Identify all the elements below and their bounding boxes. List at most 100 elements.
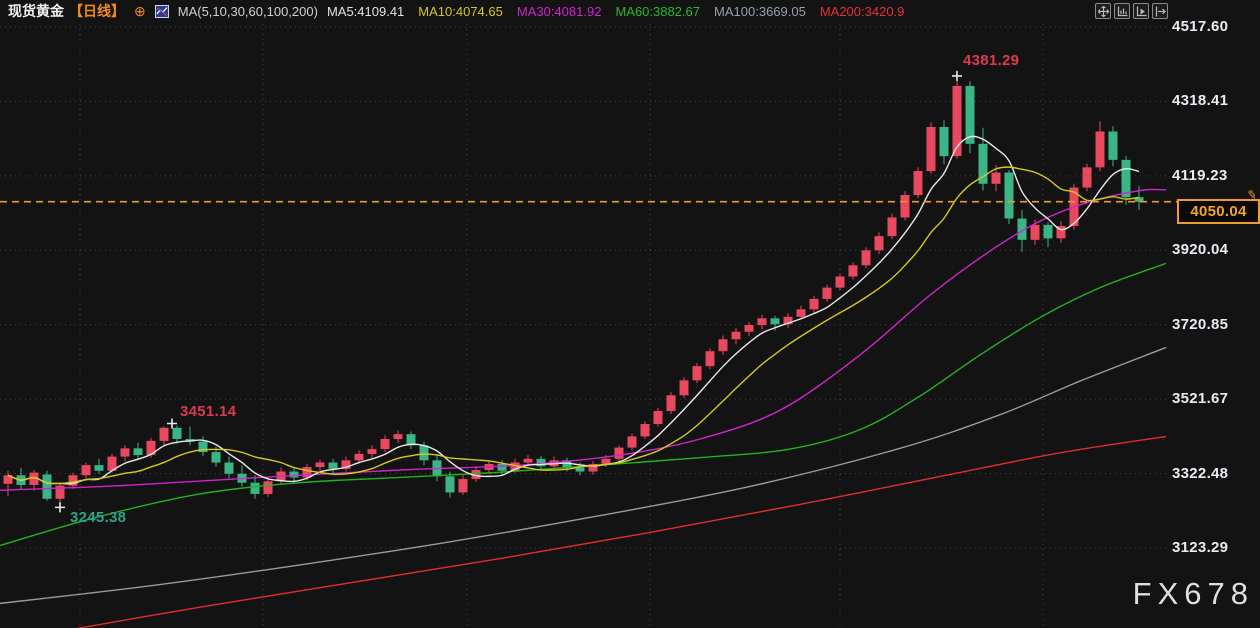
candle — [601, 458, 611, 465]
candle — [302, 467, 312, 478]
candle — [393, 434, 403, 439]
candle — [848, 265, 858, 277]
candle — [510, 462, 520, 471]
exit-right-icon[interactable] — [1152, 3, 1168, 19]
candle — [1004, 172, 1014, 219]
candle — [497, 464, 507, 471]
candle — [692, 366, 702, 381]
chart-type-icon[interactable] — [154, 4, 169, 18]
candle — [471, 470, 481, 479]
candle — [939, 126, 949, 157]
candle — [783, 316, 793, 325]
candle — [29, 472, 39, 485]
candle — [1121, 159, 1131, 198]
candle — [822, 287, 832, 299]
candle — [315, 462, 325, 468]
candle — [107, 456, 117, 471]
candle — [1095, 131, 1105, 168]
extreme-cross-marker — [952, 70, 962, 81]
candle — [159, 427, 169, 441]
candle — [809, 298, 819, 310]
candle — [991, 172, 1001, 184]
candle — [588, 464, 598, 472]
candle — [146, 440, 156, 456]
candle — [354, 453, 364, 461]
candle — [120, 448, 130, 457]
candle — [380, 438, 390, 450]
candle — [250, 482, 260, 494]
candle — [81, 465, 91, 476]
candle — [445, 476, 455, 493]
ma-legend-item: MA60:3882.67 — [615, 3, 701, 19]
ma-line-ma60 — [0, 262, 1167, 547]
candle — [1056, 226, 1066, 239]
candle — [42, 474, 52, 499]
candle — [406, 434, 416, 446]
candle — [3, 475, 13, 484]
candle — [328, 462, 338, 469]
ma-legend-item: MA200:3420.9 — [819, 3, 905, 19]
axis-scale-icon[interactable] — [1114, 3, 1130, 19]
candle — [718, 339, 728, 352]
candle — [575, 467, 585, 472]
ma-legend-item: MA100:3669.05 — [714, 3, 806, 19]
ma-settings-label: MA(5,10,30,60,100,200) — [177, 3, 318, 19]
axis-play-icon[interactable] — [1133, 3, 1149, 19]
ma-line-ma30 — [0, 188, 1167, 491]
candle — [1134, 197, 1144, 202]
extreme-cross-marker — [55, 502, 65, 513]
candle — [627, 436, 637, 448]
candle — [861, 250, 871, 266]
candle — [341, 460, 351, 469]
pan-icon[interactable] — [1095, 3, 1111, 19]
candle — [965, 85, 975, 144]
symbol-name: 现货黄金 — [8, 3, 64, 19]
ma-line-ma5 — [7, 135, 1140, 485]
candle — [133, 448, 143, 456]
candle — [172, 427, 182, 439]
ma-legend-item: MA10:4074.65 — [418, 3, 503, 19]
candle — [614, 447, 624, 459]
ma-line-ma100 — [0, 346, 1167, 605]
candle — [1030, 224, 1040, 240]
candle — [796, 309, 806, 317]
candle — [263, 481, 273, 494]
candle — [835, 276, 845, 288]
candle — [653, 410, 663, 425]
candle — [978, 143, 988, 184]
candle — [211, 452, 221, 463]
ma-legend-item: MA30:4081.92 — [516, 3, 602, 19]
candle — [367, 449, 377, 454]
candle — [1082, 167, 1092, 188]
candle — [640, 424, 650, 437]
candle — [913, 171, 923, 195]
ma-legend: MA5:4109.41 MA10:4074.65 MA30:4081.92 MA60:… — [327, 4, 904, 19]
candle — [770, 318, 780, 325]
candle — [731, 331, 741, 340]
extreme-cross-marker — [167, 418, 177, 429]
candle — [705, 351, 715, 367]
candle — [952, 85, 962, 157]
candle — [900, 194, 910, 218]
candle — [224, 462, 234, 474]
timeframe-label[interactable]: 【日线】 — [69, 3, 125, 19]
candle — [744, 325, 754, 332]
candle — [523, 458, 533, 463]
candle — [1108, 131, 1118, 160]
candle — [289, 471, 299, 478]
candle — [536, 458, 546, 467]
candle — [94, 465, 104, 471]
ma-legend-item: MA5:4109.41 — [326, 3, 405, 19]
ma-line-ma200 — [75, 435, 1167, 628]
candle — [68, 475, 78, 486]
candle — [757, 318, 767, 326]
add-indicator-button[interactable]: ⊕ — [134, 3, 146, 19]
candle — [874, 236, 884, 251]
candle — [666, 395, 676, 411]
candle — [198, 441, 208, 453]
chart-header: 现货黄金 【日线】 ⊕ MA(5,10,30,60,100,200) MA5:4… — [0, 0, 1260, 22]
candle — [55, 485, 65, 499]
candle — [1017, 218, 1027, 240]
